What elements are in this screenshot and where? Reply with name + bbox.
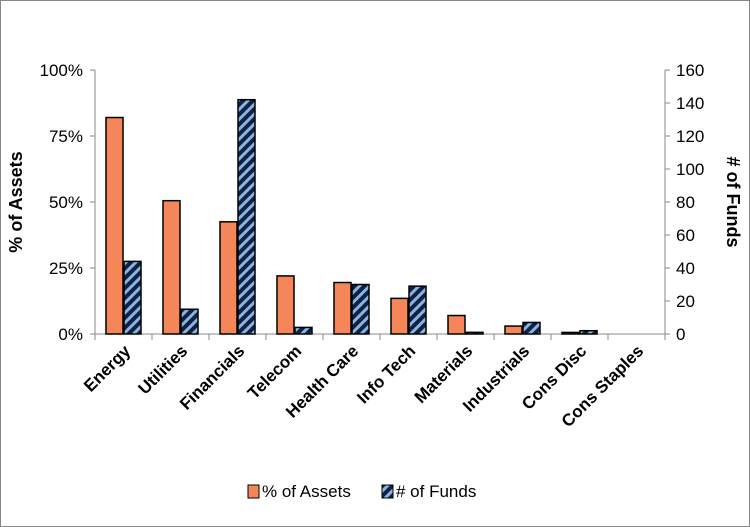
bar-funds-utilities xyxy=(180,308,199,335)
bar-funds-health-care xyxy=(351,283,370,335)
y-left-tick-label: 25% xyxy=(49,259,83,278)
bar-assets-financials xyxy=(219,221,238,335)
y-right-tick-label: 80 xyxy=(676,193,695,212)
legend: % of Assets # of Funds xyxy=(247,482,476,501)
bar-assets-telecom xyxy=(276,275,295,335)
axes: 0% 25% 50% 75% 100% 0 20 40 60 80 100 120 140 160 xyxy=(40,61,705,344)
bar-funds-industrials xyxy=(522,321,541,335)
y-right-tick-label: 140 xyxy=(676,94,704,113)
y-right-tick-label: 60 xyxy=(676,226,695,245)
y-left-tick-label: 0% xyxy=(58,325,83,344)
legend-label-funds: # of Funds xyxy=(396,482,476,501)
bar-assets-industrials xyxy=(504,325,523,335)
y-left-tick-label: 100% xyxy=(40,61,83,80)
y-right-tick-label: 20 xyxy=(676,292,695,311)
bar-funds-info-tech xyxy=(408,285,427,335)
bar-funds-cons-disc xyxy=(579,329,598,335)
y-right-tick-label: 40 xyxy=(676,259,695,278)
y-right-tick-label: 160 xyxy=(676,61,704,80)
bars xyxy=(105,98,598,335)
bar-assets-health-care xyxy=(333,281,352,335)
bar-funds-materials xyxy=(465,331,484,335)
bar-assets-cons-disc xyxy=(561,331,580,335)
bar-funds-telecom xyxy=(294,326,313,335)
y-left-tick-label: 50% xyxy=(49,193,83,212)
legend-swatch-assets xyxy=(247,484,260,499)
legend-label-assets: % of Assets xyxy=(262,482,351,501)
y-left-label: % of Assets xyxy=(6,151,26,252)
bar-funds-financials xyxy=(237,98,256,335)
bar-assets-energy xyxy=(105,116,124,335)
bar-assets-info-tech xyxy=(390,297,409,335)
y-right-label: # of Funds xyxy=(723,157,743,248)
y-right-tick-label: 100 xyxy=(676,160,704,179)
bar-funds-energy xyxy=(123,260,142,335)
y-right-tick-label: 120 xyxy=(676,127,704,146)
legend-swatch-funds xyxy=(381,484,394,499)
y-left-tick-label: 75% xyxy=(49,127,83,146)
bar-assets-materials xyxy=(447,314,466,335)
y-right-tick-label: 0 xyxy=(676,325,685,344)
bar-assets-utilities xyxy=(162,199,181,335)
